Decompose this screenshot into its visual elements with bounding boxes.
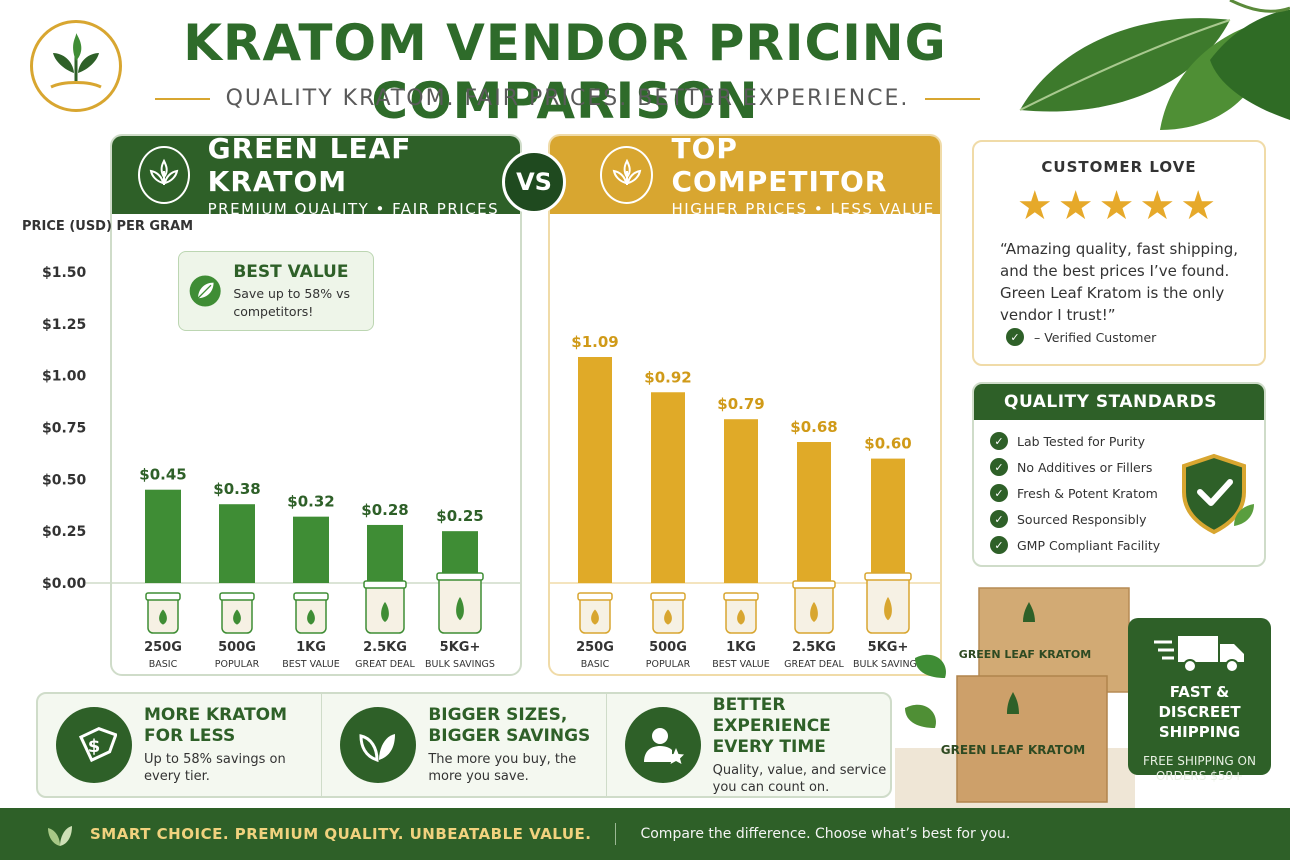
customer-love-title: CUSTOMER LOVE (1041, 158, 1197, 176)
check-icon: ✓ (990, 484, 1008, 502)
check-icon: ✓ (990, 458, 1008, 476)
shipping-boxes-image: GREEN LEAF KRATOM GREEN LEAF KRATOM (895, 587, 1135, 810)
leaves-decoration (1019, 0, 1290, 130)
best-value-title: BEST VALUE (233, 261, 349, 282)
feature-title: MORE KRATOM FOR LESS (144, 705, 288, 746)
green-leaf-header: GREEN LEAF KRATOM PREMIUM QUALITY • FAIR… (112, 134, 520, 218)
green-leaf-panel: GREEN LEAF KRATOM PREMIUM QUALITY • FAIR… (110, 134, 522, 676)
shield-check-icon (1182, 453, 1254, 535)
check-icon: ✓ (990, 536, 1008, 554)
quality-item-label: Sourced Responsibly (1017, 511, 1147, 527)
leaf-icon (138, 146, 190, 204)
quality-item-label: Fresh & Potent Kratom (1017, 485, 1158, 501)
leaf-icon (189, 275, 221, 307)
feature-better-experience: BETTER EXPERIENCE EVERY TIME Quality, va… (605, 694, 890, 796)
green-leaf-subtitle: PREMIUM QUALITY • FAIR PRICES (207, 200, 500, 218)
feature-title: BETTER EXPERIENCE EVERY TIME (712, 694, 831, 757)
list-item: ✓ Fresh & Potent Kratom (990, 480, 1264, 506)
leaf-icon (48, 826, 72, 846)
footer-bar: SMART CHOICE. PREMIUM QUALITY. UNBEATABL… (0, 808, 1290, 860)
y-tick-label: $0.25 (42, 524, 86, 540)
feature-title: BIGGER SIZES, BIGGER SAVINGS (428, 705, 591, 746)
footer-divider (615, 823, 617, 845)
y-tick-label: $0.00 (42, 576, 87, 592)
shipping-title: FAST & DISCREET SHIPPING (1158, 683, 1241, 741)
leaf-logo-icon (50, 33, 102, 89)
verified-customer: ✓ – Verified Customer (1006, 328, 1156, 346)
green-leaf-title: GREEN LEAF KRATOM (207, 134, 412, 198)
rating-stars: ★★★★★ (1016, 183, 1222, 229)
check-icon: ✓ (990, 510, 1008, 528)
y-tick-label: $0.50 (42, 472, 87, 488)
quality-item-label: Lab Tested for Purity (1017, 433, 1146, 449)
customer-quote: “Amazing quality, fast shipping, and the… (1000, 240, 1239, 324)
feature-text: Up to 58% savings on every tier. (144, 752, 286, 784)
competitor-panel: TOP COMPETITOR HIGHER PRICES • LESS VALU… (548, 134, 942, 676)
page-subtitle: QUALITY KRATOM. FAIR PRICES. BETTER EXPE… (225, 86, 910, 111)
divider-line (155, 97, 210, 100)
box-label: GREEN LEAF KRATOM (959, 648, 1091, 661)
feature-text: Quality, value, and service you can coun… (712, 762, 887, 795)
feature-text: The more you buy, the more you save. (428, 752, 577, 784)
vs-badge: VS (502, 150, 566, 214)
subtitle-row: QUALITY KRATOM. FAIR PRICES. BETTER EXPE… (155, 86, 980, 111)
y-tick-label: $1.50 (42, 265, 87, 281)
leaf-icon (600, 146, 654, 204)
box-label: GREEN LEAF KRATOM (941, 743, 1085, 757)
best-value-text: Save up to 58% vs competitors! (233, 285, 351, 319)
customer-love-card: CUSTOMER LOVE ★★★★★ “Amazing quality, fa… (972, 140, 1266, 366)
list-item: ✓ Sourced Responsibly (990, 506, 1264, 532)
competitor-title: TOP COMPETITOR (671, 134, 888, 198)
competitor-header: TOP COMPETITOR HIGHER PRICES • LESS VALU… (550, 134, 940, 218)
user-star-icon (624, 707, 701, 783)
svg-text:$: $ (88, 736, 101, 757)
list-item: ✓ No Additives or Fillers (990, 454, 1264, 480)
divider-line (925, 97, 980, 100)
quality-standards-title: QUALITY STANDARDS (974, 384, 1264, 420)
footer-text: Compare the difference. Choose what’s be… (640, 826, 1011, 842)
y-tick-label: $1.00 (42, 369, 87, 385)
leaf-icon (340, 707, 417, 783)
y-tick-label: $1.25 (42, 317, 86, 333)
verified-label: – Verified Customer (1034, 329, 1157, 345)
brand-logo (30, 20, 122, 112)
shipping-text: FREE SHIPPING ON ORDERS $59+ (1143, 754, 1256, 783)
list-item: ✓ Lab Tested for Purity (990, 428, 1264, 454)
quality-item-label: No Additives or Fillers (1017, 459, 1153, 475)
y-axis-title: PRICE (USD) PER GRAM (22, 219, 194, 234)
list-item: ✓ GMP Compliant Facility (990, 532, 1264, 558)
competitor-subtitle: HIGHER PRICES • LESS VALUE (671, 200, 935, 218)
check-icon: ✓ (1006, 328, 1024, 346)
quality-standards-card: QUALITY STANDARDS ✓ Lab Tested for Purity… (972, 382, 1266, 567)
best-value-callout: BEST VALUE Save up to 58% vs competitors… (178, 251, 374, 331)
check-icon: ✓ (990, 432, 1008, 450)
page-title: KRATOM VENDOR PRICING COMPARISON (183, 14, 947, 130)
features-strip: $ MORE KRATOM FOR LESS Up to 58% savings… (36, 692, 892, 798)
footer-tagline: SMART CHOICE. PREMIUM QUALITY. UNBEATABL… (90, 825, 592, 843)
quality-list: ✓ Lab Tested for Purity ✓ No Additives or … (990, 428, 1264, 558)
quality-item-label: GMP Compliant Facility (1017, 537, 1161, 553)
price-tag-icon: $ (56, 707, 132, 783)
y-tick-label: $0.75 (42, 421, 86, 437)
shipping-card: FAST & DISCREET SHIPPING FREE SHIPPING O… (1128, 618, 1271, 783)
feature-bigger-savings: BIGGER SIZES, BIGGER SAVINGS The more yo… (321, 694, 605, 796)
truck-icon (1154, 636, 1244, 673)
feature-more-for-less: $ MORE KRATOM FOR LESS Up to 58% savings… (38, 694, 321, 796)
